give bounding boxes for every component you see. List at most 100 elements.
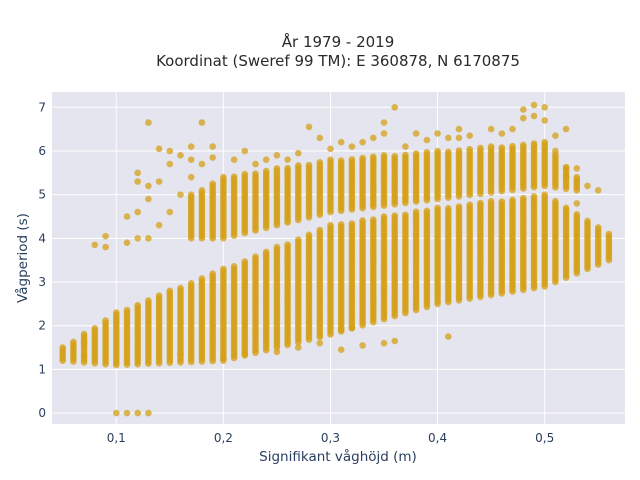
data-point [305, 231, 313, 239]
data-point [423, 207, 431, 215]
data-point [584, 217, 591, 225]
y-axis-label: Vågperiod (s) [14, 213, 31, 303]
data-point [445, 204, 452, 212]
data-point [552, 147, 559, 155]
y-tick-label: 4 [38, 231, 46, 245]
data-point [209, 154, 216, 161]
data-point [412, 150, 420, 157]
data-point [198, 275, 206, 282]
data-point [295, 149, 302, 157]
data-point [305, 161, 313, 169]
data-point [134, 409, 141, 417]
data-point [391, 212, 399, 219]
y-tick-label: 5 [38, 188, 46, 202]
data-point [541, 138, 548, 146]
data-point [166, 208, 174, 216]
data-point [348, 324, 356, 332]
data-point [562, 125, 570, 133]
data-point [166, 160, 174, 168]
data-point [562, 165, 570, 172]
data-point [166, 147, 174, 155]
chart-title-line-1: År 1979 - 2019 [282, 32, 395, 51]
data-point [295, 162, 302, 169]
data-point [220, 355, 227, 362]
data-point [80, 353, 88, 360]
x-tick-label: 0,5 [535, 431, 554, 445]
data-point [541, 117, 548, 124]
data-point [412, 130, 420, 137]
data-point [434, 130, 441, 137]
data-point [594, 187, 602, 194]
data-point [423, 136, 431, 144]
data-point [273, 243, 281, 251]
data-point [509, 142, 516, 150]
data-point [284, 156, 291, 163]
y-tick-label: 7 [38, 100, 46, 114]
data-point [509, 196, 516, 204]
data-point [91, 241, 99, 249]
data-point [241, 170, 249, 178]
data-point [552, 197, 559, 205]
data-point [359, 342, 366, 349]
data-point [80, 330, 88, 338]
data-point [134, 301, 141, 309]
data-point [102, 243, 109, 251]
data-point [177, 152, 184, 159]
data-point [177, 191, 184, 198]
data-points [59, 101, 613, 417]
x-tick-label: 0,2 [214, 431, 233, 445]
data-point [359, 217, 366, 224]
data-point [487, 197, 495, 205]
data-point [155, 292, 163, 299]
data-point [177, 284, 184, 292]
y-tick-label: 2 [38, 319, 46, 333]
data-point [455, 147, 463, 154]
data-point [230, 173, 238, 180]
data-point [594, 224, 602, 231]
data-point [220, 173, 227, 181]
data-point [262, 167, 270, 175]
data-point [573, 173, 581, 181]
data-point [198, 160, 206, 168]
data-point [520, 114, 527, 122]
data-point [412, 208, 420, 215]
data-point [145, 297, 152, 304]
data-point [155, 221, 163, 229]
data-point [402, 211, 409, 219]
data-point [487, 125, 495, 133]
data-point [530, 140, 538, 147]
data-point [434, 204, 441, 212]
data-point [337, 346, 345, 354]
data-point [252, 253, 259, 260]
data-point [348, 156, 356, 163]
data-point [70, 338, 77, 346]
data-point [327, 221, 334, 229]
data-point [541, 104, 548, 111]
data-point [123, 409, 131, 417]
data-point [445, 134, 452, 142]
data-point [252, 160, 259, 168]
data-point [284, 164, 291, 172]
data-point [327, 156, 334, 163]
data-point [348, 220, 356, 227]
data-point [187, 280, 195, 287]
data-point [562, 173, 570, 181]
data-point [80, 339, 88, 347]
data-point [241, 350, 249, 358]
data-point [466, 145, 474, 153]
data-point [123, 213, 131, 220]
data-point [145, 409, 152, 417]
data-point [209, 143, 216, 150]
data-point [605, 230, 613, 238]
y-tick-label: 6 [38, 144, 46, 158]
data-point [166, 287, 174, 295]
data-point [295, 344, 302, 351]
data-point [520, 106, 527, 113]
data-point [520, 194, 527, 202]
data-point [466, 132, 474, 139]
data-point [348, 143, 356, 150]
data-point [91, 325, 99, 332]
data-point [380, 119, 388, 126]
data-point [552, 132, 559, 139]
